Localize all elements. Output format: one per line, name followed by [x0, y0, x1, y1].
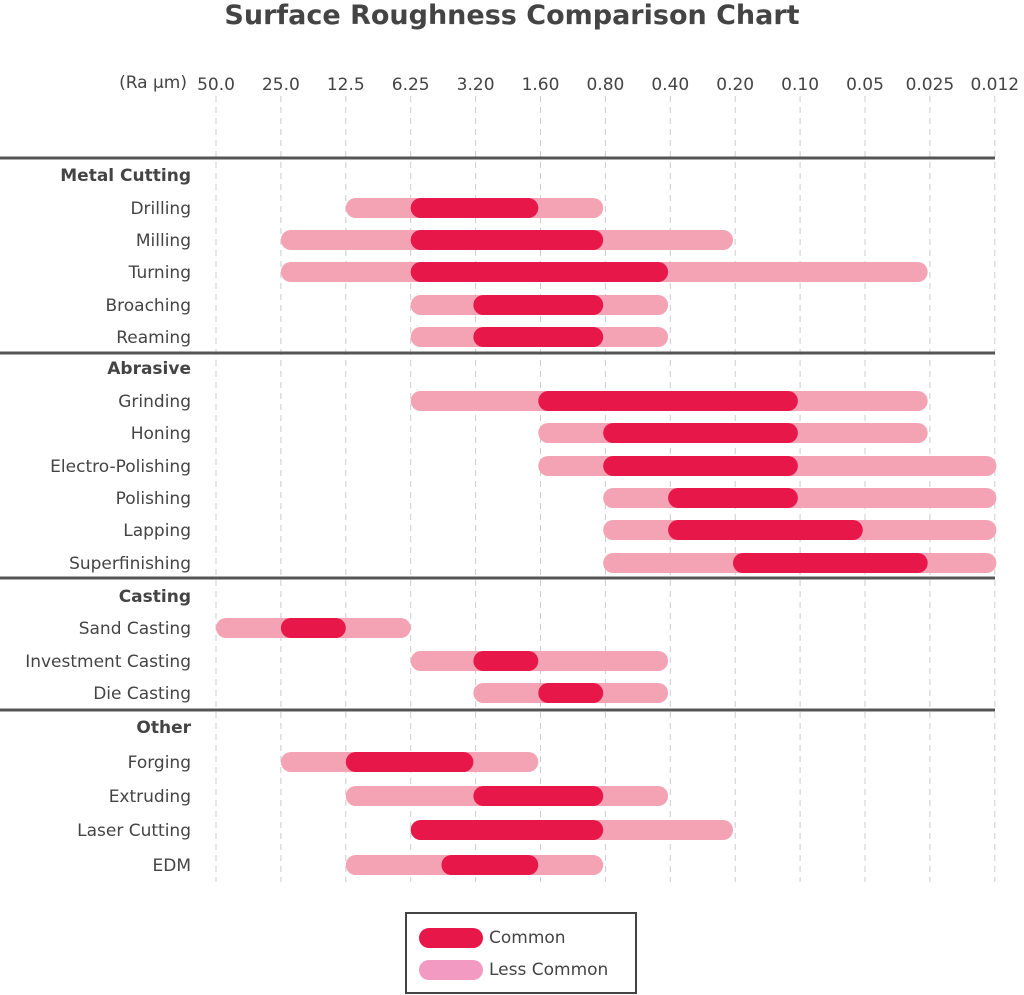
legend: Common Less Common [405, 912, 637, 994]
x-tick-label: 1.60 [522, 75, 560, 95]
process-label: Superfinishing [69, 554, 191, 574]
process-label: Forging [128, 753, 191, 773]
bar-common [668, 520, 863, 540]
process-label: Polishing [116, 489, 191, 509]
process-label: Laser Cutting [77, 821, 191, 841]
process-label: EDM [153, 856, 192, 876]
x-tick-label: 0.10 [781, 75, 819, 95]
x-tick-label: 12.5 [327, 75, 365, 95]
x-tick-label: 0.012 [970, 75, 1019, 95]
bar-common [473, 327, 604, 347]
x-tick-label: 0.80 [586, 75, 624, 95]
bar-common [473, 651, 539, 671]
legend-item-common: Common [419, 928, 566, 948]
bar-common [473, 295, 604, 315]
legend-item-less-common: Less Common [419, 960, 608, 980]
process-label: Electro-Polishing [50, 457, 191, 477]
legend-label-common: Common [489, 928, 566, 948]
bar-common [668, 488, 798, 508]
x-tick-label: 50.0 [197, 75, 235, 95]
bar-common [280, 618, 346, 638]
legend-swatch-less-common [419, 960, 483, 980]
bar-common [345, 752, 474, 772]
x-tick-label: 0.20 [716, 75, 754, 95]
chart-title: Surface Roughness Comparison Chart [224, 0, 800, 31]
x-tick-label: 0.025 [906, 75, 955, 95]
bar-common [538, 391, 798, 411]
x-tick-label: 0.05 [846, 75, 884, 95]
process-label: Honing [131, 424, 191, 444]
process-label: Die Casting [93, 684, 191, 704]
x-tick-label: 0.40 [651, 75, 689, 95]
process-label: Sand Casting [79, 619, 191, 639]
bar-common [410, 820, 604, 840]
bar-less-common [603, 488, 997, 508]
x-tick-label: 6.25 [392, 75, 430, 95]
process-label: Lapping [123, 521, 191, 541]
bar-common [732, 553, 928, 573]
process-label: Broaching [105, 296, 191, 316]
axis-unit-label: (Ra μm) [119, 73, 187, 93]
bar-common [473, 786, 604, 806]
group-label: Abrasive [107, 359, 191, 379]
group-label: Casting [119, 587, 191, 607]
x-tick-label: 3.20 [457, 75, 495, 95]
group-label: Other [136, 718, 191, 738]
bar-common [603, 423, 798, 443]
process-label: Turning [128, 263, 191, 283]
bar-common [441, 855, 539, 875]
process-label: Drilling [130, 199, 191, 219]
bar-common [603, 456, 798, 476]
bar-common [410, 198, 539, 218]
bar-common [410, 262, 669, 282]
process-label: Extruding [109, 787, 191, 807]
process-label: Investment Casting [25, 652, 191, 672]
group-label: Metal Cutting [60, 166, 191, 186]
bar-common [410, 230, 604, 250]
process-label: Reaming [116, 328, 191, 348]
legend-label-less-common: Less Common [489, 960, 609, 980]
process-label: Grinding [118, 392, 191, 412]
x-tick-label: 25.0 [262, 75, 300, 95]
bar-common [538, 683, 604, 703]
bar-less-common [410, 651, 669, 671]
process-label: Milling [136, 231, 191, 251]
legend-swatch-common [419, 928, 483, 948]
